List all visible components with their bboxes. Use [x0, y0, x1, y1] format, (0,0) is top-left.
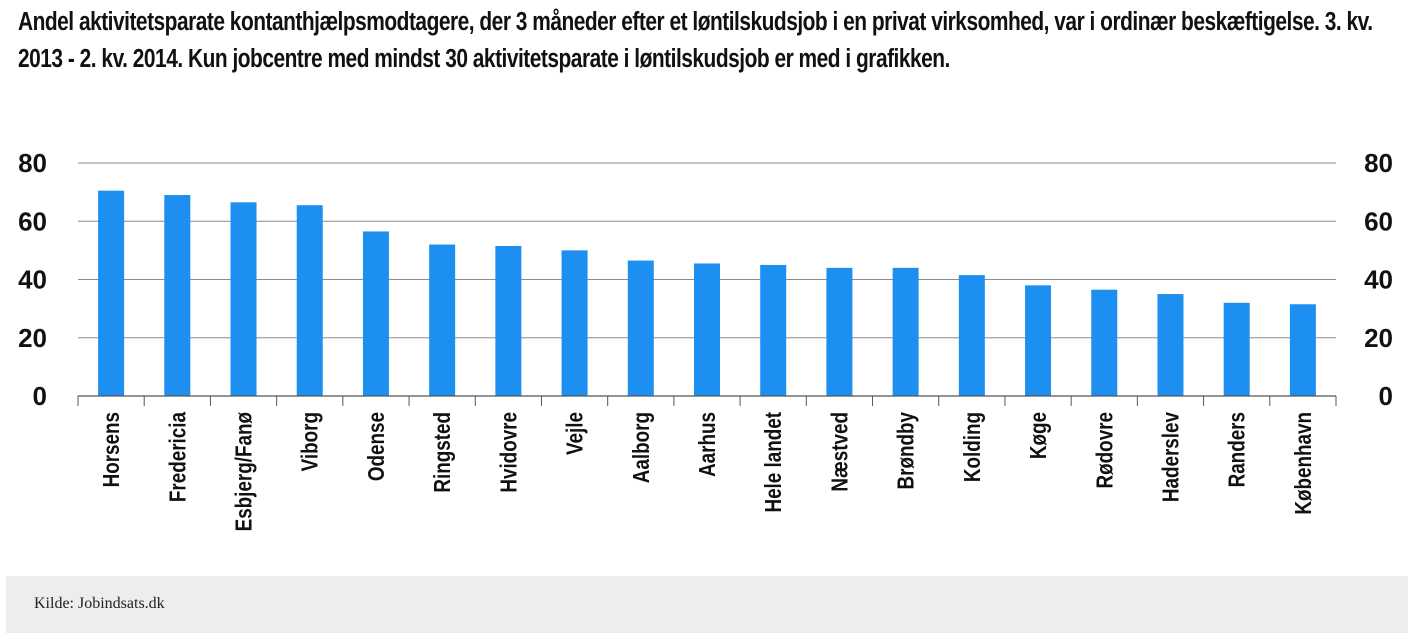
bar — [627, 260, 654, 396]
left-y-tick-label: 0 — [33, 381, 47, 411]
bar — [1289, 304, 1316, 396]
right-y-tick-label: 20 — [1364, 323, 1393, 353]
left-y-tick-label: 80 — [18, 148, 47, 178]
x-tick-label: Aarhus — [695, 412, 720, 477]
right-y-tick-label: 80 — [1364, 148, 1393, 178]
x-tick-label: Brøndby — [894, 412, 919, 490]
category-labels: Horsens Fredericia Esbjerg/Fanø Viborg Odens… — [99, 412, 1316, 532]
right-y-tick-label: 60 — [1364, 206, 1393, 236]
bar — [1091, 289, 1118, 396]
x-tick-label: Kolding — [960, 412, 985, 482]
left-y-tick-label: 60 — [18, 206, 47, 236]
bar — [429, 244, 456, 396]
x-axis — [77, 395, 1337, 406]
right-y-tick-label: 0 — [1379, 381, 1393, 411]
bar — [760, 264, 787, 396]
x-tick-label: København — [1291, 412, 1316, 515]
x-tick-label: Horsens — [99, 412, 124, 487]
right-y-tick-label: 40 — [1364, 265, 1393, 295]
x-tick-label: Haderslev — [1159, 412, 1184, 502]
left-y-axis: 0 20 40 60 80 — [18, 148, 47, 411]
bar — [296, 205, 323, 396]
bar — [495, 246, 522, 396]
bar — [230, 202, 257, 396]
x-tick-label: Randers — [1225, 412, 1250, 487]
x-tick-label: Esbjerg/Fanø — [232, 412, 257, 532]
x-tick-label: Viborg — [298, 412, 323, 471]
bar — [98, 190, 125, 396]
footer: Kilde: Jobindsats.dk — [6, 576, 1408, 633]
x-tick-label: Aalborg — [629, 412, 654, 483]
right-y-axis: 0 20 40 60 80 — [1364, 148, 1393, 411]
x-tick-label: Rødovre — [1093, 412, 1118, 488]
left-y-tick-label: 40 — [18, 265, 47, 295]
x-tick-label: Hele landet — [762, 412, 787, 513]
bar — [164, 195, 191, 396]
source-note: Kilde: Jobindsats.dk — [34, 595, 165, 612]
bar — [958, 275, 985, 396]
x-tick-label: Hvidovre — [497, 412, 522, 493]
bar — [561, 250, 588, 396]
chart-title: Andel aktivitetsparate kontanthjælpsmodt… — [18, 8, 1373, 73]
x-tick-label: Vejle — [563, 412, 588, 455]
bar — [1157, 294, 1184, 396]
x-tick-label: Næstved — [828, 412, 853, 492]
x-tick-label: Køge — [1026, 412, 1051, 459]
left-y-tick-label: 20 — [18, 323, 47, 353]
x-tick-label: Fredericia — [166, 412, 191, 502]
x-tick-label: Odense — [364, 412, 389, 481]
bar — [826, 267, 853, 396]
bar — [362, 231, 389, 396]
bar — [892, 267, 919, 396]
bars — [98, 190, 1316, 396]
bar-chart: 0 20 40 60 80 0 20 40 60 80 Horsens Fredericia Esb… — [18, 148, 1393, 532]
bar — [1223, 302, 1250, 396]
x-tick-label: Ringsted — [430, 412, 455, 493]
bar — [694, 263, 720, 396]
bar — [1025, 285, 1052, 396]
